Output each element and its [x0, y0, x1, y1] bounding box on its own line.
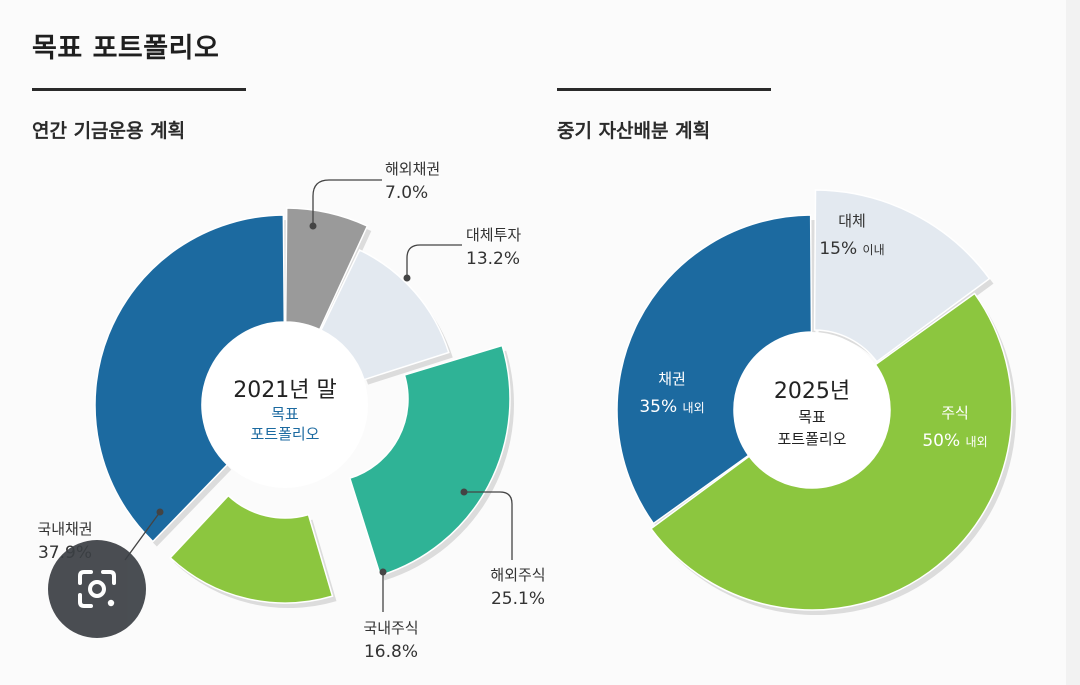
leader-dot-국내채권	[156, 508, 164, 516]
slice-value-대체투자: 13.2%	[466, 249, 520, 269]
leader-dot-해외주식	[460, 488, 468, 496]
center-year-label: 2021년 말	[233, 378, 336, 403]
slice-대체	[813, 189, 991, 363]
slice-해외주식	[348, 344, 511, 577]
leader-line-국내채권	[124, 511, 161, 561]
center-label-line2: 목표	[798, 408, 826, 426]
slice-value-주식: 50% 내외	[922, 431, 987, 451]
donut-center	[734, 332, 890, 488]
leader-line-대체투자	[406, 244, 462, 278]
slice-국내채권	[94, 214, 286, 543]
leader-dot-국내주식	[379, 568, 387, 576]
slice-label-해외채권: 해외채권	[385, 160, 440, 178]
slice-label-대체투자: 대체투자	[466, 226, 521, 244]
slice-국내주식	[169, 494, 334, 604]
slice-label-해외주식: 해외주식	[490, 566, 545, 584]
slice-label-국내주식: 국내주식	[363, 619, 418, 637]
slice-label-주식: 주식	[941, 404, 969, 422]
slice-label-채권: 채권	[658, 370, 686, 388]
center-label-line3: 포트폴리오	[777, 430, 846, 448]
slice-value-국내주식: 16.8%	[364, 642, 418, 662]
slice-value-대체: 15% 이내	[819, 239, 884, 259]
edge-strip	[1066, 0, 1080, 685]
slice-label-대체: 대체	[838, 212, 866, 230]
leader-line-해외주식	[464, 491, 513, 560]
donut-center	[202, 322, 368, 488]
google-lens-icon	[78, 570, 116, 608]
title-rule-left	[32, 88, 246, 91]
slice-value-해외채권: 7.0%	[385, 183, 428, 203]
slice-value-해외주식: 25.1%	[491, 589, 545, 609]
center-label-line3: 포트폴리오	[250, 425, 319, 443]
leader-line-해외채권	[312, 179, 382, 226]
title-rule-right	[557, 88, 771, 91]
page-title: 목표 포트폴리오	[32, 33, 220, 64]
chart-2-subtitle: 중기 자산배분 계획	[557, 120, 711, 142]
chart-1-subtitle: 연간 기금운용 계획	[32, 120, 186, 142]
center-label-line2: 목표	[271, 405, 299, 423]
lens-search-button[interactable]	[48, 540, 146, 638]
leader-dot-대체투자	[403, 274, 411, 282]
leader-dot-해외채권	[309, 222, 317, 230]
slice-value-채권: 35% 내외	[639, 397, 704, 417]
slice-label-국내채권: 국내채권	[37, 520, 92, 538]
center-year-label: 2025년	[774, 379, 850, 404]
